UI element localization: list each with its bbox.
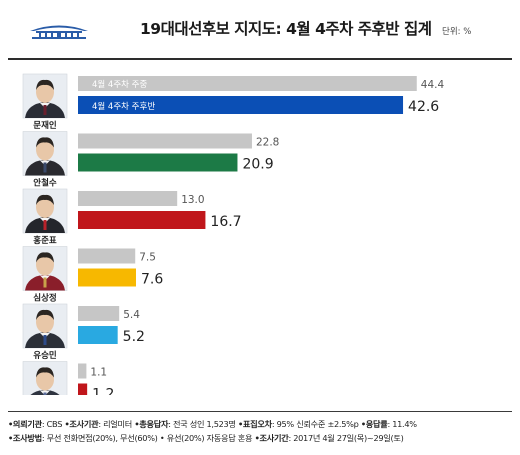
page-title: 19대대선후보 지지도: 4월 4주차 주후반 집계	[140, 20, 432, 38]
legend-current-label: 4월 4주차 주후반	[92, 101, 155, 112]
survey-info-value: : 2017년 4월 27일(목)~29일(토)	[288, 433, 404, 443]
bar-previous	[78, 191, 178, 206]
value-label-previous: 1.1	[90, 367, 107, 379]
candidate-name: 유승민	[33, 350, 57, 361]
survey-info-value: : 리얼미터	[98, 419, 135, 429]
candidate-photo-face	[36, 138, 54, 161]
survey-info-label: •조사기관	[64, 419, 99, 429]
survey-info-line-2: •조사방법: 무선 전화면접(20%), 무선(60%) • 유선(20%) 자…	[8, 431, 512, 445]
bar-previous	[78, 363, 87, 379]
value-label-previous: 5.4	[123, 309, 140, 321]
header-divider	[8, 58, 512, 60]
candidate-photo-hair	[36, 194, 54, 205]
survey-info-label: •조사방법	[8, 433, 42, 443]
candidate-photo-hair	[36, 309, 54, 320]
value-label-current: 5.2	[123, 329, 145, 345]
value-label-current: 42.6	[408, 99, 439, 115]
candidate-photo-tie	[43, 220, 47, 230]
candidate-photo-tie	[43, 392, 47, 395]
survey-info-value: : 무선 전화면접(20%), 무선(60%) • 유선(20%) 자동응답 혼…	[41, 433, 255, 443]
candidate-photo-tie	[43, 277, 47, 288]
bar-current	[78, 268, 136, 287]
value-label-current: 7.6	[141, 272, 163, 288]
candidate-photo-tie	[43, 335, 47, 345]
bar-previous	[78, 248, 136, 264]
bar-current	[78, 326, 118, 344]
value-label-current: 20.9	[242, 157, 273, 173]
value-label-previous: 44.4	[421, 79, 445, 91]
candidate-name: 심상정	[33, 293, 56, 304]
blue-house-logo-icon	[30, 25, 88, 39]
value-label-current: 1.2	[92, 387, 114, 396]
survey-info-label: •응답률	[360, 419, 388, 429]
candidate-photo-face	[36, 81, 54, 103]
candidate-name: 문재인	[33, 120, 57, 131]
survey-info-label: •의뢰기관	[8, 419, 42, 429]
bar-current	[78, 153, 238, 172]
survey-info-value: : 전국 성인 1,523명	[168, 419, 238, 429]
survey-info-value: : 95% 신뢰수준 ±2.5%p	[271, 419, 361, 429]
bar-previous	[78, 306, 120, 321]
survey-info-value: : 11.4%	[387, 419, 417, 429]
survey-info: •의뢰기관: CBS •조사기관: 리얼미터 •총응답자: 전국 성인 1,52…	[8, 411, 512, 455]
header: 19대대선후보 지지도: 4월 4주차 주후반 집계 단위: %	[0, 0, 520, 58]
value-label-previous: 13.0	[181, 194, 204, 206]
survey-info-line-1: •의뢰기관: CBS •조사기관: 리얼미터 •총응답자: 전국 성인 1,52…	[8, 417, 512, 431]
candidate-photo-face	[36, 253, 54, 276]
candidate-photo-hair	[36, 252, 54, 263]
candidate-name: 홍준표	[33, 235, 57, 246]
bar-previous	[78, 76, 417, 91]
bar-current	[78, 211, 206, 229]
survey-info-label: •표집오차	[237, 419, 272, 429]
candidate-photo-face	[36, 311, 54, 333]
survey-info-label: •총응답자	[134, 419, 169, 429]
candidate-photo-hair	[36, 137, 54, 148]
candidate-photo-hair	[36, 367, 54, 378]
candidate-photo-hair	[36, 79, 54, 90]
value-label-previous: 7.5	[139, 252, 156, 264]
unit-label: 단위: %	[442, 27, 472, 37]
candidate-photo-tie	[43, 162, 47, 173]
value-label-current: 16.7	[210, 214, 241, 230]
candidate-photo-tie	[43, 105, 47, 115]
candidate-photo-face	[36, 196, 54, 218]
legend-previous-label: 4월 4주차 주중	[92, 79, 148, 90]
candidate-photo-face	[36, 368, 54, 391]
bar-previous	[78, 133, 252, 149]
bar-current	[78, 383, 88, 395]
bar-current	[78, 96, 404, 114]
survey-info-value: : CBS	[41, 419, 65, 429]
survey-info-label: •조사기간	[254, 433, 289, 443]
value-label-previous: 22.8	[256, 137, 279, 149]
candidate-name: 안철수	[33, 178, 57, 189]
